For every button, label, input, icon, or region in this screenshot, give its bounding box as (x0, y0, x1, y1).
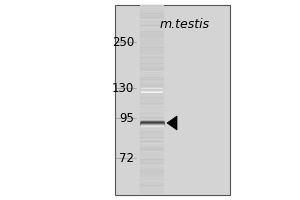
Text: 250: 250 (112, 36, 134, 48)
Text: 130: 130 (112, 82, 134, 95)
Polygon shape (167, 116, 177, 130)
Text: m.testis: m.testis (160, 18, 210, 31)
Text: 95: 95 (119, 112, 134, 124)
Bar (115, 5, 230, 195)
Bar (140, 5, 163, 195)
Text: 72: 72 (119, 152, 134, 164)
